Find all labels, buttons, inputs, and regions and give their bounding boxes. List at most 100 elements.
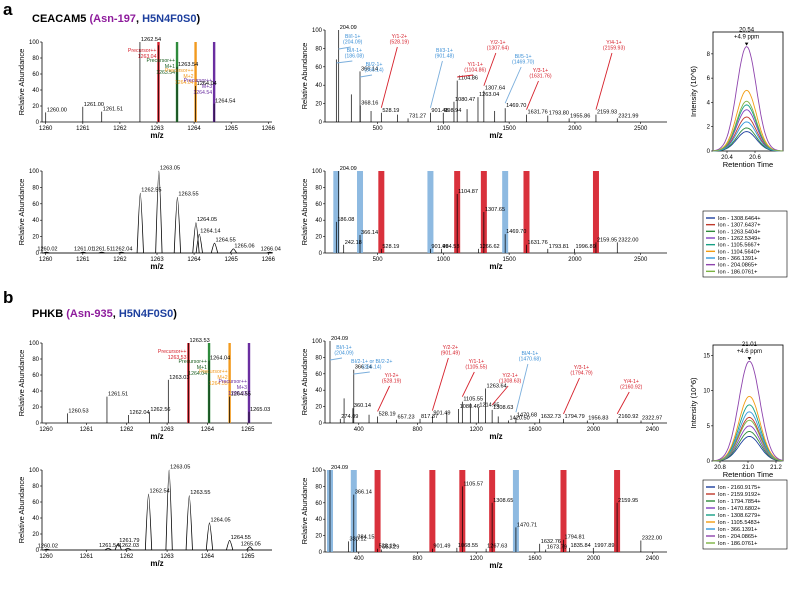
fragment-annotation: (1794.79) [570, 371, 592, 377]
ms1-top-x-tick-label: 1260 [39, 126, 53, 132]
ms2-peak-label: 2160.92 [618, 414, 638, 420]
ms1-bottom-y-label: Relative Abundance [17, 477, 26, 544]
fragment-annotation: BI/I-1+ [336, 345, 351, 351]
xic-legend [702, 210, 788, 278]
ms1-profile-label: 1261.79 [119, 538, 139, 544]
precursor-label: M+1 [165, 64, 175, 70]
annotation-leader [457, 74, 474, 78]
fragment-annotation: Y/1-2+ [392, 34, 407, 40]
ms2-peak-label: 817.37 [421, 414, 438, 420]
xic-y-tick-label: 4 [707, 100, 711, 106]
ms1-top-x-tick-label: 1263 [150, 126, 164, 132]
precursor-label: 1264.55 [209, 381, 228, 387]
fragment-annotation: Y/I-2+ [385, 373, 399, 379]
ms1-peak-label: 1262.04 [129, 410, 149, 416]
xic-x-tick-label: 21.2 [770, 465, 782, 471]
ms2-bottom-peak-label: 366.14 [361, 230, 378, 236]
xic-apex-ppm: +4.6 ppm [737, 349, 762, 355]
apex-marker [747, 357, 752, 361]
xic-trace [713, 419, 784, 462]
ms2-peak-label: 901.49 [433, 411, 450, 417]
ms2-bottom-x-tick-label: 1000 [437, 257, 451, 263]
annotation-leader [483, 52, 497, 86]
ms1-bottom-x-tick-label: 1265 [225, 257, 239, 263]
fragment-annotation: BI/I-1+ [347, 48, 362, 54]
ms1-profile-label: 1264.55 [216, 238, 236, 244]
ms2-top-x-tick-label: 1600 [528, 427, 542, 433]
ms1-peak-label: 1264.54 [215, 99, 235, 105]
xic-trace [713, 395, 784, 462]
ms2-top-y-tick-label: 80 [315, 46, 322, 52]
xic-x-tick-label: 20.4 [721, 155, 733, 161]
ms1-profile-peak [205, 522, 214, 551]
ms2-top-y-tick-label: 20 [315, 102, 322, 108]
ms1-profile-peak [185, 495, 193, 551]
ms1-top-x-tick-label: 1262 [120, 427, 134, 433]
xic-x-tick-label: 20.6 [749, 155, 761, 161]
ms1-profile-label: 1265.06 [234, 243, 254, 249]
xic-trace [712, 411, 784, 462]
fragment-annotation: (204.09) [334, 351, 354, 357]
fragment-annotation: BI/5-1+ [515, 54, 532, 60]
ms2-peak-label: 2159.93 [597, 110, 617, 116]
xic-apex-rt: 20.54 [739, 28, 755, 34]
ms2-bottom-peak-label: 1632.76 [541, 539, 561, 545]
ms1-profile-peak [118, 251, 125, 254]
ms2-bottom-peak-label: 330.12 [350, 536, 367, 542]
ms1-profile-peak [79, 251, 87, 254]
ms1-top-x-tick-label: 1265 [241, 427, 255, 433]
fragment-band [427, 171, 434, 253]
ms2-bottom-peak-label: 1469.70 [506, 229, 526, 235]
ms2-bottom-peak-label: 901.49 [431, 244, 448, 250]
ms2-bottom-y-tick-label: 100 [312, 468, 323, 474]
ms2-peak-label: 1470.68 [517, 412, 537, 418]
annotation-leader [429, 60, 443, 108]
xic-trace [712, 46, 784, 152]
ms2-bottom-a: 0 20 40 60 80 100 500 1000 1500 2000 2500 m/z Relati… [300, 166, 667, 271]
ms2-top-x-tick-label: 800 [412, 427, 423, 433]
ms1-peak-label: 1263.54 [178, 62, 198, 68]
ms2-bottom-x-tick-label: 2500 [634, 257, 648, 263]
xic-x-label: Retention Time [723, 160, 773, 169]
ms1-top-x-label: m/z [150, 131, 163, 140]
panel-letter-a: a [3, 0, 13, 19]
fragment-annotation: Y/4-1+ [606, 40, 621, 46]
ms1-bottom-x-tick-label: 1262 [120, 554, 134, 560]
ms2-peak-label: 1632.73 [541, 414, 561, 420]
fragment-annotation: BI/4-1+ [521, 351, 538, 357]
precursor-label: Precursor++ [146, 58, 175, 64]
ms1-profile-label: 1262.04 [112, 247, 132, 253]
ms2-peak-label: 901.48 [431, 108, 448, 114]
precursor-label: 1264.04 [188, 371, 207, 377]
xic-y-tick-label: 5 [707, 424, 711, 430]
ms1-bottom-y-label: Relative Abundance [17, 179, 26, 246]
ms2-peak-label: 204.09 [331, 336, 348, 342]
ms2-peak-label: 1420.50 [510, 416, 530, 422]
ms2-bottom-peak-label: 1835.84 [571, 543, 591, 549]
ms1-bottom-y-tick-label: 0 [36, 548, 40, 554]
xic-frame [712, 31, 784, 152]
ms2-bottom-x-tick-label: 2400 [646, 556, 660, 562]
ms2-bottom-y-label: Relative Abundance [300, 179, 309, 246]
panel-a-title: CEACAM5 (Asn-197, H5N4F0S0) [32, 13, 200, 25]
fragment-annotation: BI/2-1+ or BI/2-2+ [351, 359, 392, 365]
ms2-top-x-tick-label: 2500 [634, 126, 648, 132]
fragment-band [333, 171, 340, 253]
legend-entry: Ion - 1263.5404+ [718, 229, 760, 235]
fragment-annotation: Y/2-1+ [502, 373, 517, 379]
ms1-profile-label: 1264.05 [210, 517, 230, 523]
xic-apex-ppm: +4.9 ppm [734, 35, 759, 41]
ms2-bottom-peak-label: 1996.89 [576, 244, 596, 250]
ms1-bottom-y-tick-label: 80 [32, 484, 39, 490]
fragment-band [502, 171, 509, 253]
annotation-leader [563, 377, 580, 415]
legend-entry: Ion - 1307.6437+ [718, 223, 760, 229]
ms1-profile-peak [246, 546, 254, 551]
ms2-peak-label: 1263.04 [479, 92, 499, 98]
ms1-peak-label: 1264.04 [197, 81, 217, 87]
legend-entry: Ion - 204.0865+ [718, 534, 757, 540]
ms2-peak-label: 360.14 [354, 403, 371, 409]
ms1-profile-label: 1263.05 [170, 465, 190, 471]
ms2-peak-label: 1105.55 [463, 397, 483, 403]
ms2-bottom-peak-label: 204.09 [340, 166, 357, 172]
